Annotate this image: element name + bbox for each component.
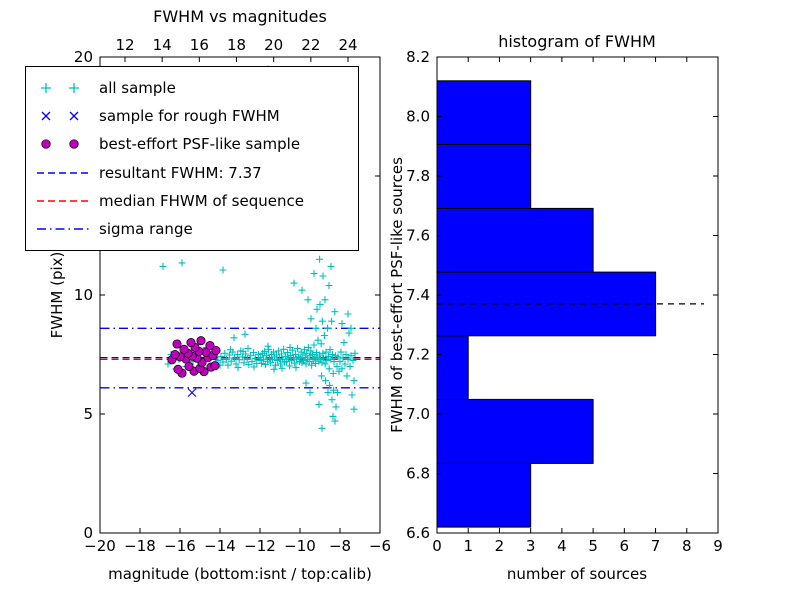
tick-label: 16 [190,36,209,54]
legend-item-median-fwhm: median FHWM of sequence [34,188,350,215]
tick-label: −16 [164,537,196,555]
tick-label: 8.2 [406,48,430,66]
legend-label: best-effort PSF-like sample [99,135,301,154]
psf-sample-point [173,364,183,374]
legend-label: sigma range [99,220,193,239]
tick-label: 22 [301,36,320,54]
tick-label: 0 [432,537,442,555]
legend-item-resultant-fwhm: resultant FWHM: 7.37 [34,159,350,186]
tick-label: 14 [153,36,172,54]
tick-label: 20 [264,36,283,54]
psf-sample-point [205,340,215,351]
hist-bar [436,80,532,146]
hist-bar [436,462,532,528]
hist-bar [436,335,469,400]
tick-label: 20 [74,48,93,66]
tick-label: 3 [526,537,536,555]
tick-label: −12 [244,537,276,555]
tick-label: 5 [588,537,598,555]
psf-sample-point [211,345,221,356]
tick-label: −8 [329,537,351,555]
tick-label: −18 [124,537,156,555]
legend-label: median FHWM of sequence [99,192,304,211]
scatter-series-plus [159,65,359,432]
psf-sample-point [196,336,206,346]
tick-label: 7.4 [406,286,430,304]
hist-bar [436,207,594,273]
axes-ticks: −20 −18 −16 −14 −12 −10 −8 −612 14 16 18 20 22 240510… [74,36,723,555]
tick-label: 0 [83,524,93,542]
psf-sample-point [170,349,180,360]
legend-label: all sample [99,78,176,97]
hist-bar [436,144,532,209]
hist-bar [436,398,594,464]
plus-marker-icon [41,82,79,93]
tick-label: 7.2 [406,346,430,364]
legend-item-rough-fwhm: sample for rough FWHM [34,102,350,129]
psf-sample-point [210,361,220,371]
tick-label: 7.6 [406,227,430,245]
histogram-yaxis-label: FWHM of best-effort PSF-like sources [388,157,406,433]
legend-label: sample for rough FWHM [99,106,280,125]
tick-label: 6.6 [406,524,430,542]
tick-label: 5 [83,405,93,423]
tick-label: −10 [284,537,316,555]
legend: all sample sample for rough FWHM best-ef… [25,66,359,251]
tick-label: −20 [84,537,116,555]
legend-item-all-sample: all sample [34,74,350,101]
histogram-xaxis-label: number of sources [507,565,647,583]
dashdot-line-icon [37,228,89,231]
tick-label: 1 [463,537,473,555]
scatter-xaxis-label: magnitude (bottom:isnt / top:calib) [108,565,372,583]
tick-label: 2 [495,537,505,555]
legend-label: resultant FWHM: 7.37 [99,163,262,182]
tick-label: 7.8 [406,167,430,185]
tick-label: 8.0 [406,108,430,126]
hist-bar [436,271,657,337]
tick-label: 9 [713,537,723,555]
scatter-yaxis-label: FWHM (pix) [48,252,66,339]
tick-label: 4 [557,537,567,555]
psf-sample-point [172,339,182,349]
dashed-line-icon [37,200,89,202]
tick-label: 12 [115,36,134,54]
scatter-title: FWHM vs magnitudes [153,7,327,26]
psf-sample-point [179,344,189,354]
tick-label: 7.0 [406,405,430,423]
scatter-plot-area [100,65,380,432]
tick-label: 24 [338,36,357,54]
tick-label: −14 [204,537,236,555]
scatter-series-x [187,388,197,397]
legend-item-sigma-range: sigma range [34,216,350,243]
tick-label: 6.8 [406,465,430,483]
legend-item-psf-sample: best-effort PSF-like sample [34,131,350,158]
tick-label: 18 [227,36,246,54]
dashed-line-icon [37,171,89,174]
tick-label: −6 [369,537,391,555]
tick-label: 10 [74,286,93,304]
x-marker-icon [41,111,79,121]
tick-label: 7 [651,537,661,555]
tick-label: 6 [620,537,630,555]
psf-sample-point [186,338,196,348]
histogram-plot-area [436,80,704,528]
tick-label: 8 [682,537,692,555]
histogram-title: histogram of FWHM [498,32,656,51]
circle-marker-icon [41,139,79,149]
